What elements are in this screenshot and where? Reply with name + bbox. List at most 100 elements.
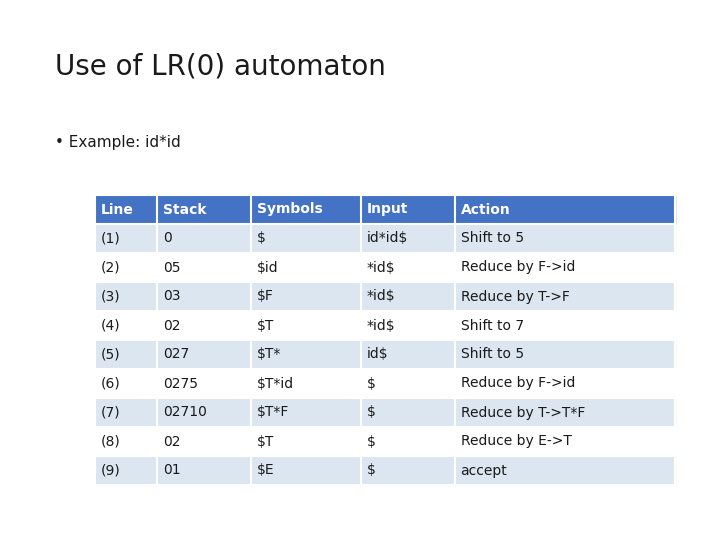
- Bar: [251, 427, 361, 456]
- Bar: [157, 427, 251, 456]
- Bar: [361, 311, 454, 340]
- Text: (7): (7): [101, 406, 121, 420]
- Bar: [361, 456, 454, 485]
- Text: *id$: *id$: [366, 319, 395, 333]
- Bar: [157, 311, 251, 340]
- Text: 02710: 02710: [163, 406, 207, 420]
- Text: (6): (6): [101, 376, 121, 390]
- Bar: [361, 369, 454, 398]
- Text: Reduce by T->T*F: Reduce by T->T*F: [461, 406, 585, 420]
- Text: 03: 03: [163, 289, 181, 303]
- Bar: [454, 369, 675, 398]
- Bar: [454, 224, 675, 253]
- Text: 0275: 0275: [163, 376, 198, 390]
- Text: 0: 0: [163, 232, 172, 246]
- Text: Symbols: Symbols: [257, 202, 323, 217]
- Text: • Example: id*id: • Example: id*id: [55, 135, 181, 150]
- Bar: [95, 195, 157, 224]
- Bar: [95, 369, 157, 398]
- Bar: [454, 282, 675, 311]
- Bar: [95, 340, 157, 369]
- Text: 01: 01: [163, 463, 181, 477]
- Text: $: $: [366, 435, 376, 449]
- Bar: [361, 340, 454, 369]
- Text: (8): (8): [101, 435, 121, 449]
- Text: Reduce by F->id: Reduce by F->id: [461, 376, 575, 390]
- Text: $: $: [366, 376, 376, 390]
- Text: (3): (3): [101, 289, 121, 303]
- Text: (5): (5): [101, 348, 121, 361]
- Text: 027: 027: [163, 348, 189, 361]
- Text: Action: Action: [461, 202, 510, 217]
- Text: $: $: [257, 232, 266, 246]
- Bar: [454, 311, 675, 340]
- Bar: [454, 456, 675, 485]
- Text: $T: $T: [257, 319, 274, 333]
- Text: $id: $id: [257, 260, 279, 274]
- Text: Shift to 7: Shift to 7: [461, 319, 523, 333]
- Bar: [454, 195, 675, 224]
- Bar: [251, 456, 361, 485]
- Text: Shift to 5: Shift to 5: [461, 348, 523, 361]
- Bar: [454, 427, 675, 456]
- Text: (1): (1): [101, 232, 121, 246]
- Bar: [361, 195, 454, 224]
- Bar: [454, 398, 675, 427]
- Bar: [95, 224, 157, 253]
- Text: $F: $F: [257, 289, 274, 303]
- Text: $: $: [366, 463, 376, 477]
- Text: Line: Line: [101, 202, 134, 217]
- Bar: [361, 398, 454, 427]
- Text: $: $: [366, 406, 376, 420]
- Bar: [361, 427, 454, 456]
- Text: $T*: $T*: [257, 348, 282, 361]
- Bar: [157, 369, 251, 398]
- Text: Reduce by T->F: Reduce by T->F: [461, 289, 570, 303]
- Text: $E: $E: [257, 463, 274, 477]
- Text: id*id$: id*id$: [366, 232, 408, 246]
- Bar: [251, 195, 361, 224]
- Bar: [157, 224, 251, 253]
- Bar: [251, 340, 361, 369]
- Text: $T: $T: [257, 435, 274, 449]
- Text: Input: Input: [366, 202, 408, 217]
- Bar: [454, 340, 675, 369]
- Bar: [157, 340, 251, 369]
- Bar: [95, 282, 157, 311]
- Text: accept: accept: [461, 463, 508, 477]
- Text: *id$: *id$: [366, 260, 395, 274]
- Text: id$: id$: [366, 348, 388, 361]
- Text: Stack: Stack: [163, 202, 207, 217]
- Text: $T*F: $T*F: [257, 406, 289, 420]
- Bar: [454, 253, 675, 282]
- Bar: [361, 282, 454, 311]
- Bar: [157, 253, 251, 282]
- Text: 02: 02: [163, 319, 181, 333]
- Bar: [95, 456, 157, 485]
- Bar: [95, 253, 157, 282]
- Bar: [251, 253, 361, 282]
- Text: (2): (2): [101, 260, 121, 274]
- Bar: [251, 311, 361, 340]
- Text: $T*id: $T*id: [257, 376, 294, 390]
- Bar: [251, 224, 361, 253]
- Bar: [157, 456, 251, 485]
- Text: *id$: *id$: [366, 289, 395, 303]
- Text: 02: 02: [163, 435, 181, 449]
- Bar: [95, 398, 157, 427]
- Bar: [361, 224, 454, 253]
- Text: Reduce by E->T: Reduce by E->T: [461, 435, 572, 449]
- Bar: [95, 427, 157, 456]
- Bar: [361, 253, 454, 282]
- Text: (9): (9): [101, 463, 121, 477]
- Bar: [251, 282, 361, 311]
- Text: Use of LR(0) automaton: Use of LR(0) automaton: [55, 52, 386, 80]
- Bar: [95, 311, 157, 340]
- Bar: [157, 282, 251, 311]
- Text: Reduce by F->id: Reduce by F->id: [461, 260, 575, 274]
- Text: (4): (4): [101, 319, 121, 333]
- Bar: [157, 195, 251, 224]
- Bar: [157, 398, 251, 427]
- Text: 05: 05: [163, 260, 181, 274]
- Text: Shift to 5: Shift to 5: [461, 232, 523, 246]
